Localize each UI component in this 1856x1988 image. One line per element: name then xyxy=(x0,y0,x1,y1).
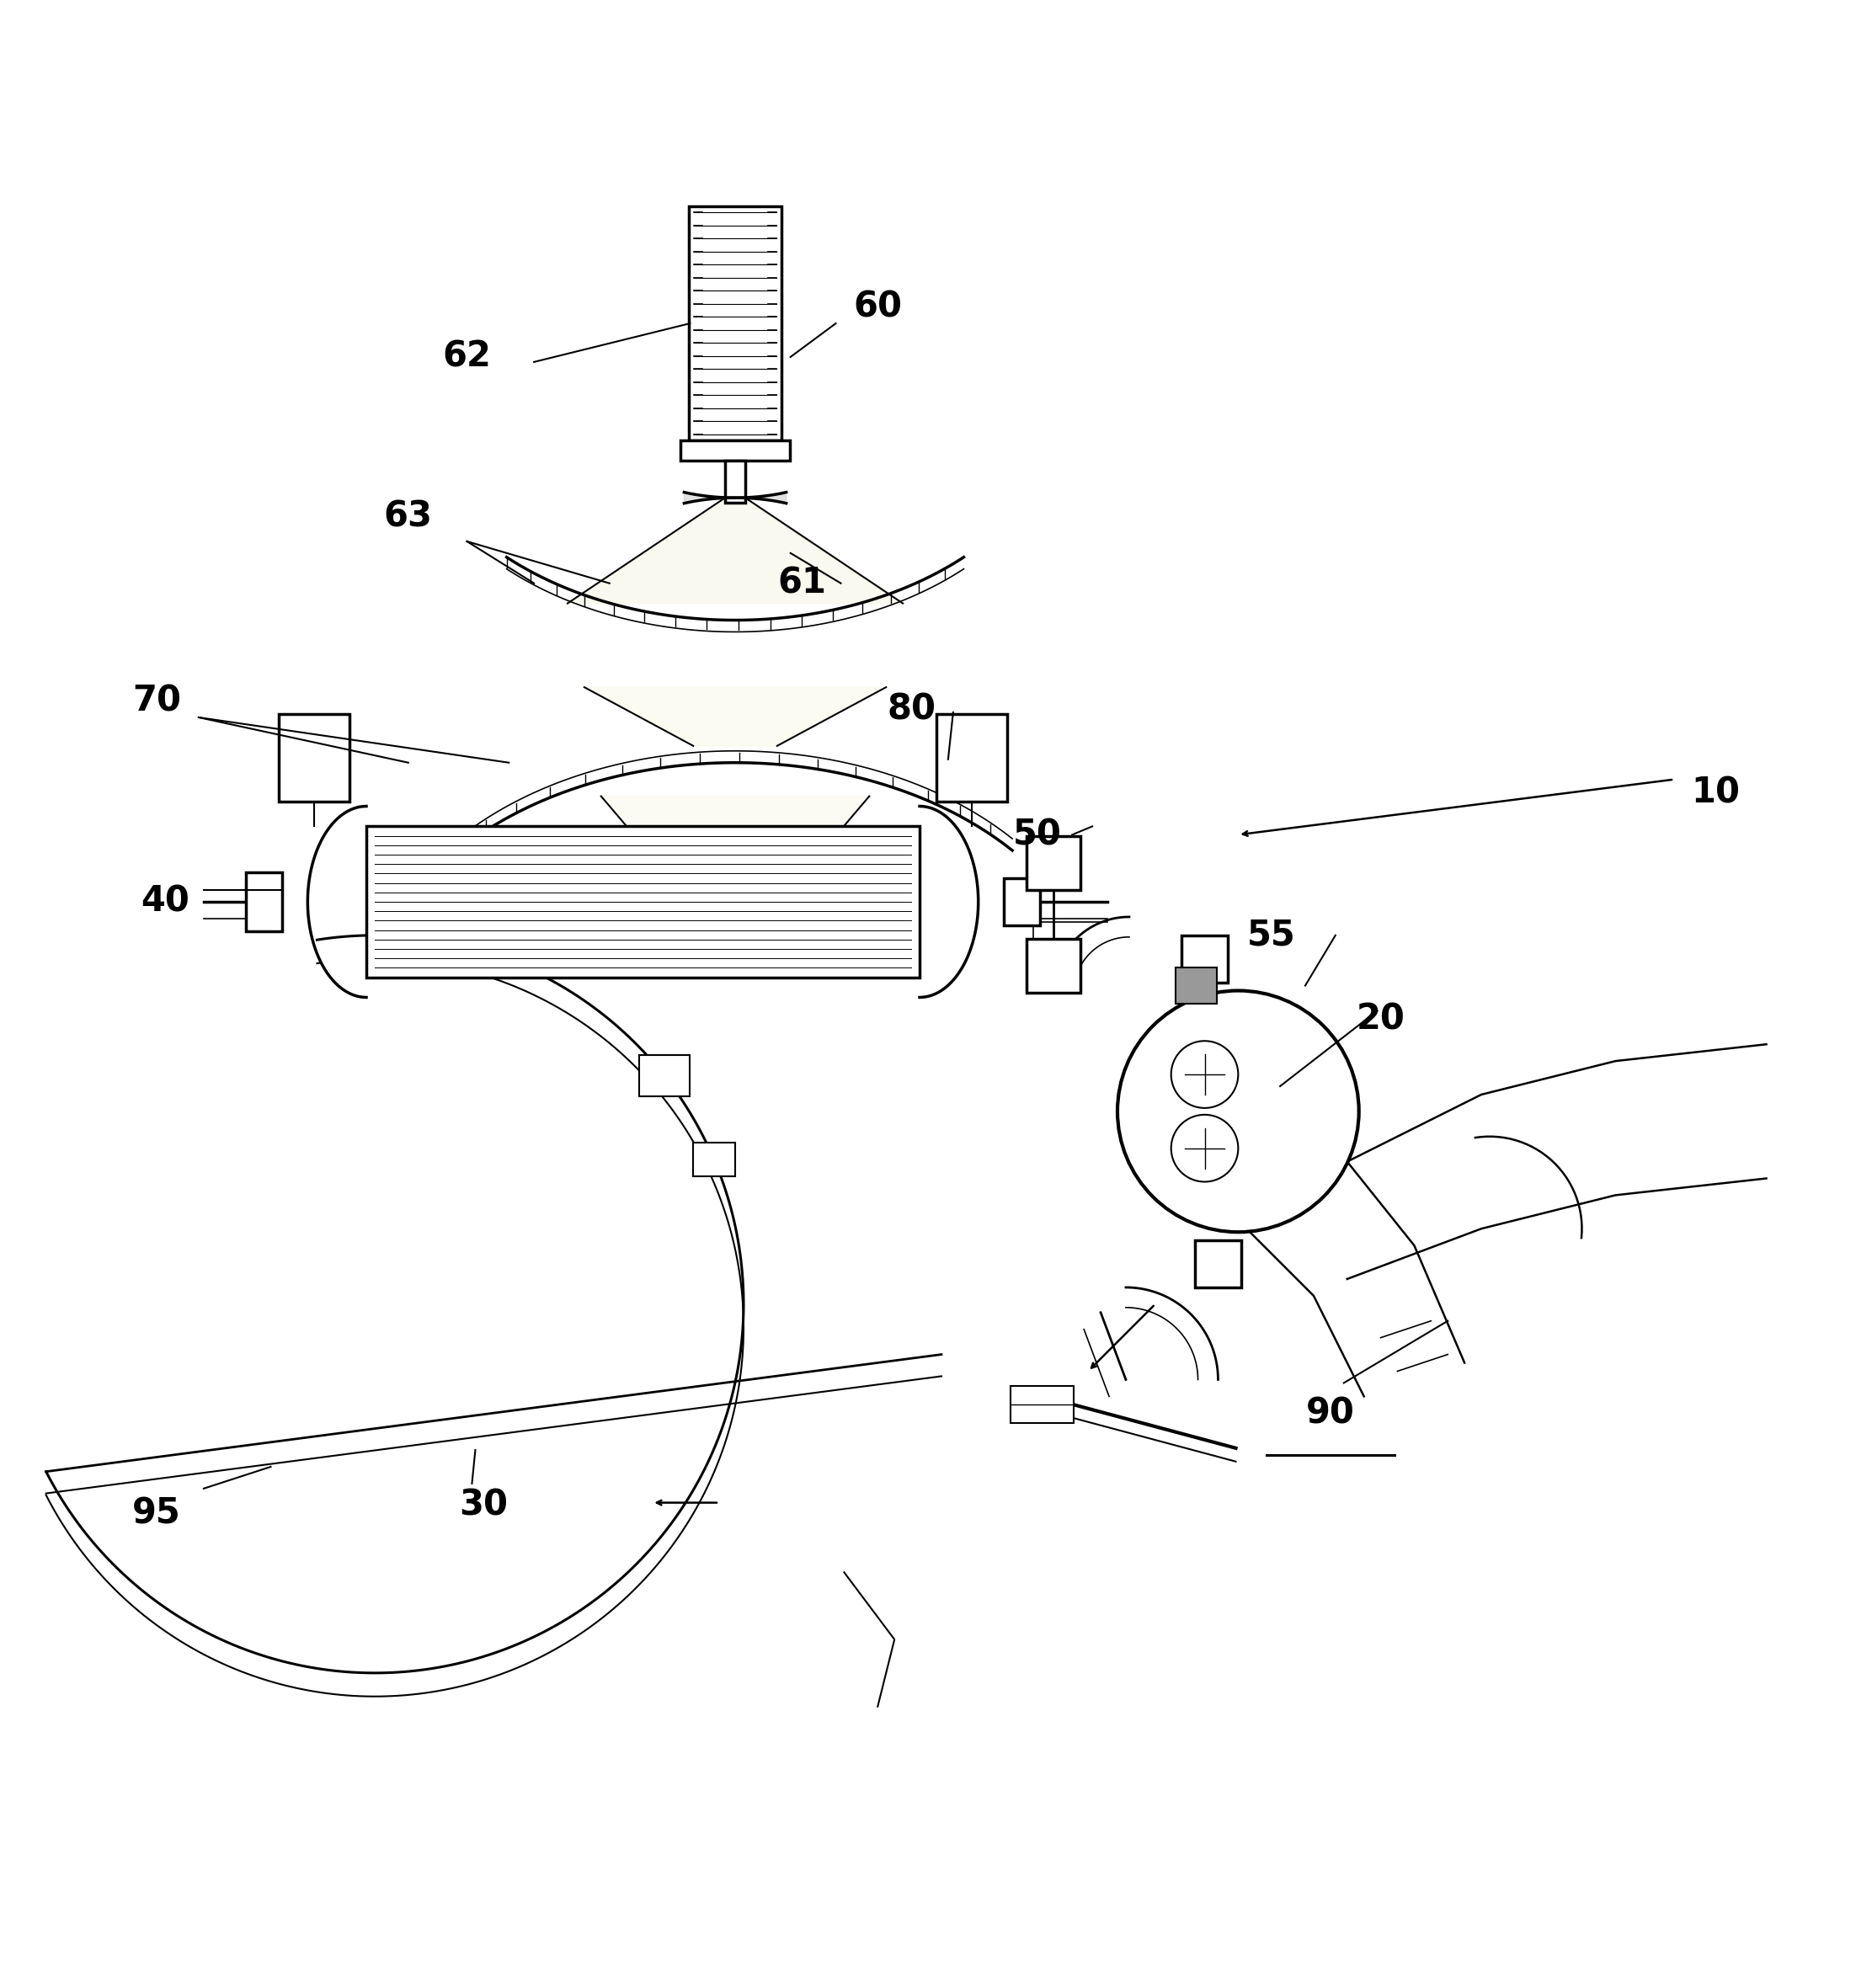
Text: 70: 70 xyxy=(132,684,182,718)
Bar xyxy=(1026,837,1080,891)
Polygon shape xyxy=(685,493,787,503)
Text: 61: 61 xyxy=(778,565,826,600)
Bar xyxy=(937,714,1006,801)
Bar xyxy=(689,207,781,441)
Bar xyxy=(1004,879,1041,924)
Text: 10: 10 xyxy=(1691,775,1741,811)
Text: 30: 30 xyxy=(458,1487,509,1523)
Text: 95: 95 xyxy=(132,1497,182,1531)
Text: 20: 20 xyxy=(1357,1002,1405,1038)
Polygon shape xyxy=(919,807,978,998)
Bar xyxy=(681,441,789,461)
Polygon shape xyxy=(601,795,869,930)
Polygon shape xyxy=(585,688,885,746)
Bar xyxy=(1175,968,1218,1004)
Bar xyxy=(1010,1386,1075,1423)
Text: 90: 90 xyxy=(1307,1396,1355,1431)
Circle shape xyxy=(1171,1042,1238,1107)
Circle shape xyxy=(1171,1115,1238,1181)
Text: 60: 60 xyxy=(854,288,902,324)
Polygon shape xyxy=(568,497,902,604)
Bar xyxy=(692,1143,735,1177)
Bar xyxy=(278,714,349,801)
Bar xyxy=(726,461,746,503)
Bar xyxy=(638,1056,689,1097)
Text: 63: 63 xyxy=(384,499,432,535)
Bar xyxy=(366,827,919,978)
Text: 55: 55 xyxy=(1247,918,1295,952)
Text: 62: 62 xyxy=(442,340,492,374)
Bar xyxy=(1195,1241,1242,1288)
Bar xyxy=(245,873,282,930)
Text: 50: 50 xyxy=(1013,817,1062,853)
Bar xyxy=(1180,934,1229,982)
Text: 40: 40 xyxy=(141,885,189,920)
Bar xyxy=(1026,938,1080,992)
Text: 80: 80 xyxy=(887,692,935,728)
Polygon shape xyxy=(308,807,366,998)
Circle shape xyxy=(1117,990,1359,1233)
